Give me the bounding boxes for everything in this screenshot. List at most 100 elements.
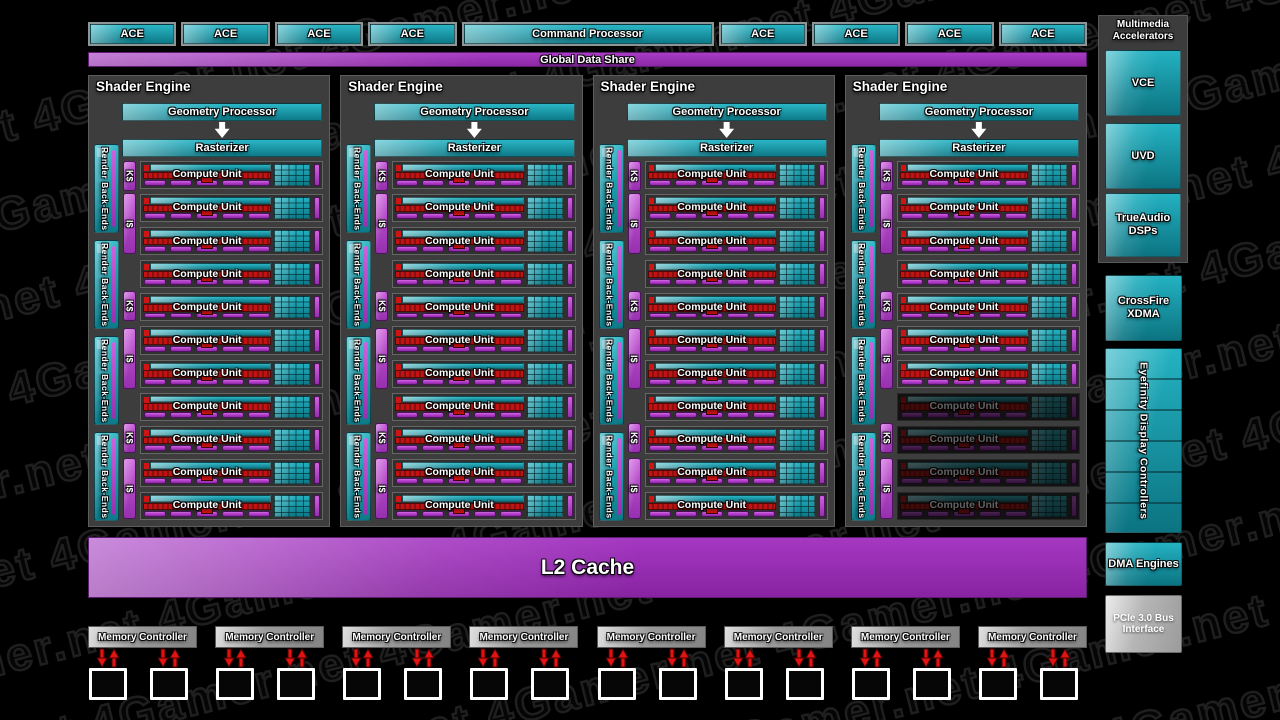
cache-label-bar: I$: [880, 328, 893, 389]
global-data-share-bar: Global Data Share: [88, 52, 1087, 67]
cache-label-bar: K$: [628, 161, 641, 191]
compute-unit-segment: [500, 213, 522, 219]
down-arrow-icon: [467, 122, 482, 138]
compute-unit-segment: [144, 279, 166, 285]
compute-unit-segment: [474, 379, 496, 385]
memory-controller: Memory Controller: [342, 626, 451, 648]
compute-unit-segment: [1005, 445, 1027, 451]
render-back-ends-block: Render Back-Ends: [851, 336, 876, 425]
cache-label-bar: K$: [880, 291, 893, 321]
compute-unit-body: Compute Unit: [143, 363, 271, 385]
compute-unit: Compute Unit: [392, 161, 575, 189]
render-back-ends-label: Render Back-Ends: [352, 147, 365, 231]
memory-chip: [277, 668, 315, 700]
compute-unit-cache-grid: [527, 495, 563, 517]
compute-unit-label: Compute Unit: [395, 201, 523, 213]
compute-unit: Compute Unit: [645, 260, 828, 288]
compute-unit-end-bar: [567, 495, 573, 517]
compute-unit-segment: [701, 412, 723, 418]
compute-unit-end-bar: [314, 396, 320, 418]
crossfire-xdma-block: CrossFire XDMA: [1105, 275, 1182, 341]
compute-unit-segment: [953, 346, 975, 352]
compute-unit-segment: [727, 412, 749, 418]
compute-unit-cache-grid: [779, 263, 815, 285]
compute-unit-segment: [170, 213, 192, 219]
compute-unit-segment: [144, 180, 166, 186]
compute-unit-segments: [143, 346, 271, 352]
cache-label-bar: K$: [123, 161, 136, 191]
compute-unit-end-bar: [314, 263, 320, 285]
compute-unit: Compute Unit: [392, 426, 575, 454]
compute-unit-segment: [474, 279, 496, 285]
render-back-ends-block: Render Back-Ends: [94, 240, 119, 329]
compute-unit-segment: [396, 478, 418, 484]
compute-unit-label: Compute Unit: [395, 433, 523, 445]
render-back-ends-label: Render Back-Ends: [100, 147, 113, 231]
compute-unit-body: Compute Unit: [143, 396, 271, 418]
compute-unit-cache-grid: [779, 296, 815, 318]
compute-unit-segments: [900, 478, 1028, 484]
compute-unit-segment: [222, 445, 244, 451]
compute-unit-segment: [196, 346, 218, 352]
memory-cells: [978, 648, 1087, 700]
render-back-ends-block: Render Back-Ends: [851, 144, 876, 233]
compute-unit-segment: [979, 279, 1001, 285]
compute-unit-segment: [953, 379, 975, 385]
compute-unit-segment: [727, 445, 749, 451]
render-back-ends-block: Render Back-Ends: [851, 432, 876, 521]
shader-engine-panel: Shader EngineGeometry ProcessorRasterize…: [88, 75, 330, 527]
compute-unit-segment: [248, 246, 270, 252]
dma-engines-block: DMA Engines: [1105, 542, 1182, 586]
memory-cell: [404, 648, 442, 700]
compute-unit-segment: [675, 478, 697, 484]
cache-label-bar: I$: [628, 328, 641, 389]
compute-unit-segment: [753, 346, 775, 352]
shader-engine-panel: Shader EngineGeometry ProcessorRasterize…: [845, 75, 1087, 527]
render-back-ends-block: Render Back-Ends: [599, 336, 624, 425]
compute-unit-end-bar: [819, 462, 825, 484]
compute-unit-segment: [500, 180, 522, 186]
compute-unit-body: Compute Unit: [143, 263, 271, 285]
compute-unit-cache-grid: [274, 363, 310, 385]
compute-unit-segment: [1005, 180, 1027, 186]
compute-unit-label: Compute Unit: [395, 499, 523, 511]
memory-unit: Memory Controller: [724, 626, 833, 700]
memory-chip: [1040, 668, 1078, 700]
compute-unit: Compute Unit: [645, 293, 828, 321]
compute-unit-segments: [648, 511, 776, 517]
compute-unit-segments: [900, 313, 1028, 319]
compute-unit-segment: [979, 313, 1001, 319]
cache-label-bar: I$: [123, 193, 136, 254]
compute-unit-segment: [753, 412, 775, 418]
cache-label-bar: K$: [628, 423, 641, 453]
compute-unit-segment: [144, 412, 166, 418]
compute-unit-body: Compute Unit: [648, 462, 776, 484]
compute-unit-segment: [701, 313, 723, 319]
compute-unit-end-bar: [819, 396, 825, 418]
up-down-arrows-icon: [156, 648, 182, 668]
compute-unit-segment: [396, 511, 418, 517]
compute-unit-segments: [900, 511, 1028, 517]
compute-unit-segment: [927, 213, 949, 219]
compute-unit-segment: [649, 445, 671, 451]
compute-unit-segments: [143, 379, 271, 385]
compute-unit-body: Compute Unit: [143, 462, 271, 484]
compute-unit-segment: [500, 445, 522, 451]
compute-unit-segment: [248, 511, 270, 517]
compute-unit-body: Compute Unit: [900, 164, 1028, 186]
memory-chip: [216, 668, 254, 700]
compute-unit-segment: [396, 379, 418, 385]
compute-unit-end-bar: [314, 462, 320, 484]
compute-unit-segment: [448, 346, 470, 352]
render-back-ends-block: Render Back-Ends: [599, 144, 624, 233]
compute-unit-segment: [901, 279, 923, 285]
compute-unit-segment: [222, 511, 244, 517]
compute-unit-body: Compute Unit: [648, 263, 776, 285]
memory-controller: Memory Controller: [978, 626, 1087, 648]
compute-unit-body: Compute Unit: [648, 495, 776, 517]
compute-unit-segment: [753, 478, 775, 484]
memory-unit: Memory Controller: [469, 626, 578, 700]
compute-unit: Compute Unit: [140, 360, 323, 388]
compute-unit-segment: [1005, 346, 1027, 352]
compute-unit-end-bar: [567, 164, 573, 186]
